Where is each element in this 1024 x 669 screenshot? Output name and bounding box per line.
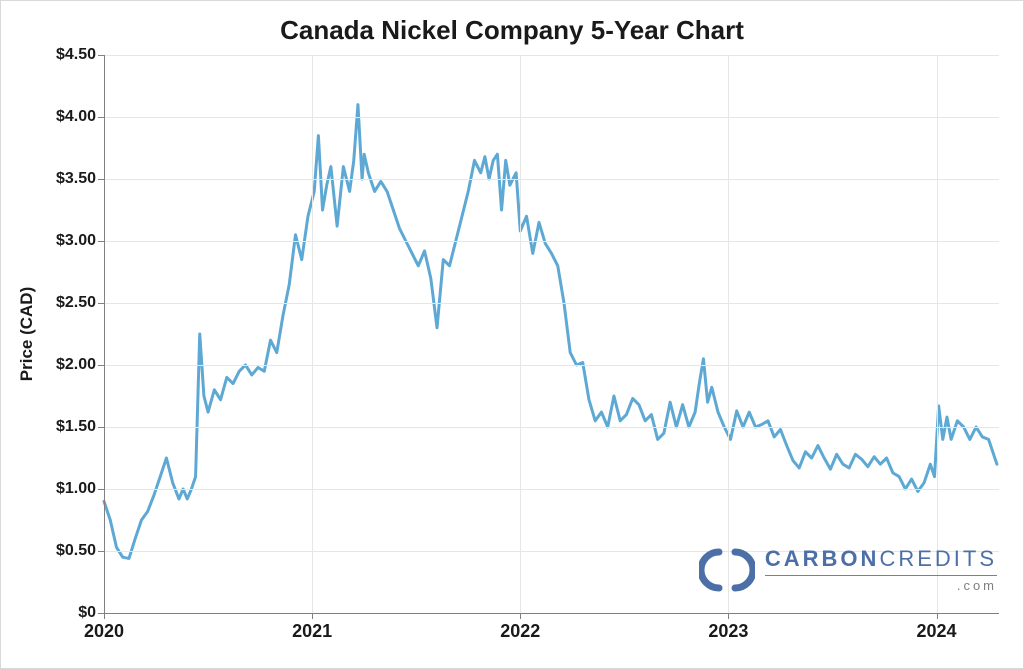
y-axis-label: Price (CAD) [17,287,37,381]
gridline-horizontal [104,303,999,304]
watermark-text: CARBONCREDITS .com [765,548,997,592]
watermark-logo: CARBONCREDITS .com [699,542,997,598]
gridline-horizontal [104,179,999,180]
watermark-tagline: .com [765,579,997,592]
line-series [104,55,999,613]
chart-container: Canada Nickel Company 5-Year Chart $0$0.… [0,0,1024,669]
watermark-brand-light: CREDITS [879,546,997,571]
y-axis-line [104,55,105,613]
price-line [104,105,997,559]
plot-area: $0$0.50$1.00$1.50$2.00$2.50$3.00$3.50$4.… [104,55,999,613]
gridline-horizontal [104,55,999,56]
y-tick-label: $4.50 [56,46,104,64]
y-tick-label: $1.00 [56,480,104,498]
gridline-vertical [937,55,938,613]
carbon-credits-icon [699,542,755,598]
watermark-brand-bold: CARBON [765,546,880,571]
chart-title: Canada Nickel Company 5-Year Chart [1,15,1023,46]
y-tick-label: $2.00 [56,356,104,374]
gridline-horizontal [104,241,999,242]
y-tick-label: $3.50 [56,170,104,188]
x-axis-line [104,613,999,614]
y-tick-label: $3.00 [56,232,104,250]
gridline-vertical [312,55,313,613]
gridline-horizontal [104,489,999,490]
watermark-divider [765,575,997,576]
y-tick-label: $1.50 [56,418,104,436]
gridline-horizontal [104,365,999,366]
gridline-horizontal [104,427,999,428]
y-tick-label: $4.00 [56,108,104,126]
y-tick-label: $0.50 [56,542,104,560]
gridline-vertical [728,55,729,613]
gridline-vertical [520,55,521,613]
gridline-horizontal [104,117,999,118]
y-tick-label: $2.50 [56,294,104,312]
watermark-brand: CARBONCREDITS [765,548,997,570]
